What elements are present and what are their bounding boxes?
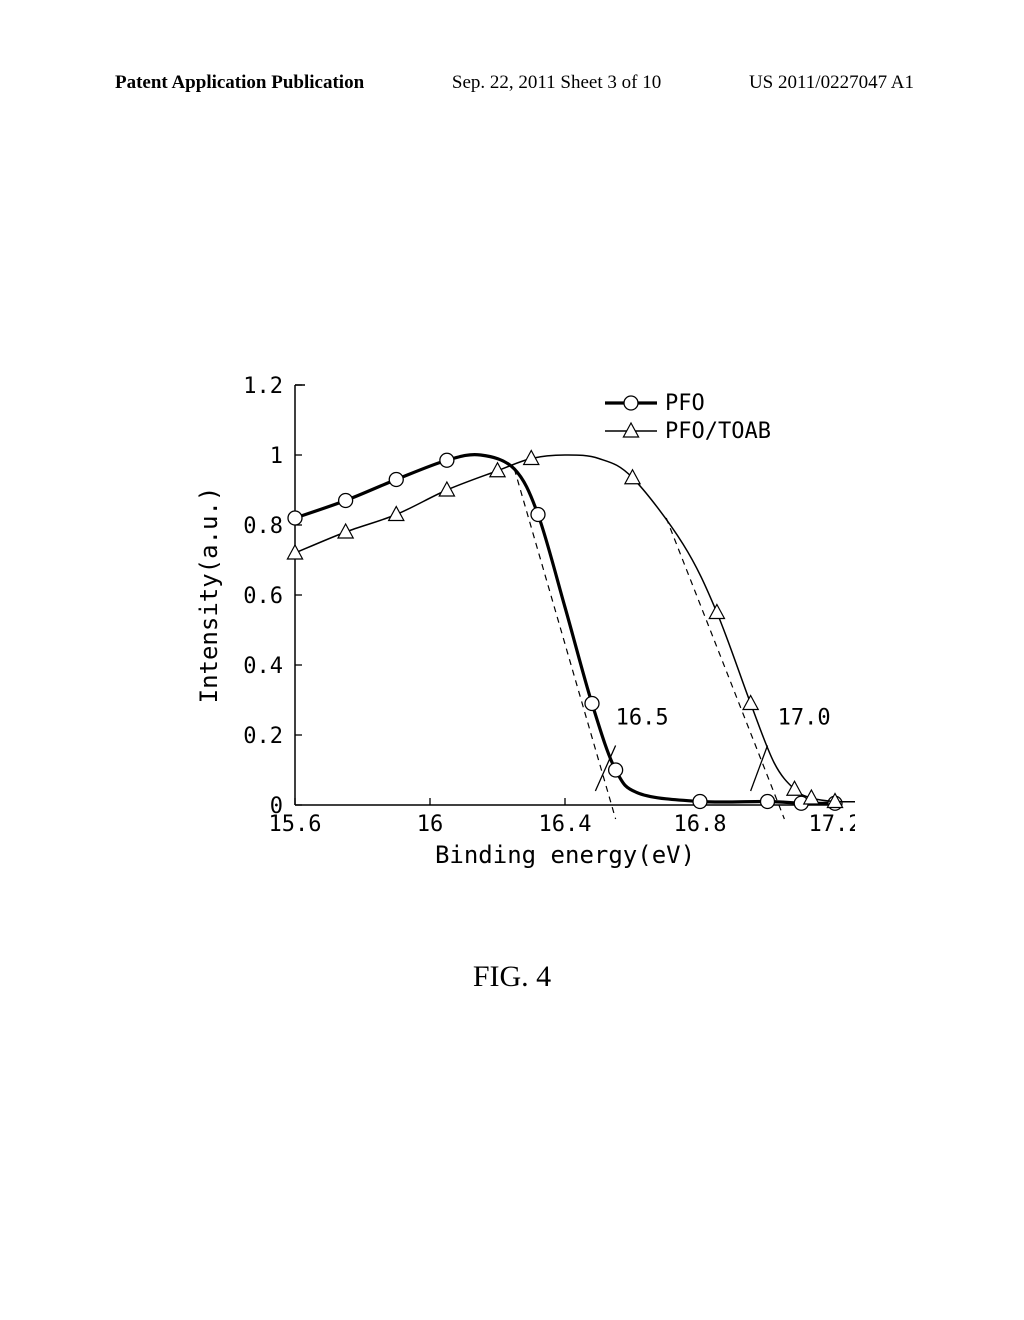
header-left: Patent Application Publication	[115, 72, 364, 94]
figure-label: FIG. 4	[0, 960, 1024, 994]
header-center: Sep. 22, 2011 Sheet 3 of 10	[452, 72, 661, 94]
svg-text:16: 16	[417, 812, 444, 837]
svg-text:16.4: 16.4	[539, 812, 592, 837]
svg-text:0: 0	[270, 794, 283, 819]
svg-text:17.2: 17.2	[809, 812, 855, 837]
svg-text:16.8: 16.8	[674, 812, 727, 837]
svg-text:Binding energy(eV): Binding energy(eV)	[435, 841, 695, 869]
svg-text:0.6: 0.6	[243, 584, 283, 609]
page-header: Patent Application Publication Sep. 22, …	[0, 72, 1024, 94]
chart-svg: 15.61616.416.817.200.20.40.60.811.2Bindi…	[165, 375, 855, 890]
header-right: US 2011/0227047 A1	[749, 72, 914, 94]
svg-text:0.2: 0.2	[243, 724, 283, 749]
svg-text:17.0: 17.0	[778, 706, 831, 731]
svg-text:1: 1	[270, 444, 283, 469]
intensity-binding-energy-chart: 15.61616.416.817.200.20.40.60.811.2Bindi…	[165, 375, 855, 890]
svg-text:16.5: 16.5	[616, 706, 669, 731]
svg-text:PFO/TOAB: PFO/TOAB	[665, 419, 771, 444]
svg-text:0.4: 0.4	[243, 654, 283, 679]
svg-text:Intensity(a.u.): Intensity(a.u.)	[195, 487, 223, 704]
svg-text:PFO: PFO	[665, 391, 705, 416]
svg-text:1.2: 1.2	[243, 375, 283, 399]
svg-text:0.8: 0.8	[243, 514, 283, 539]
